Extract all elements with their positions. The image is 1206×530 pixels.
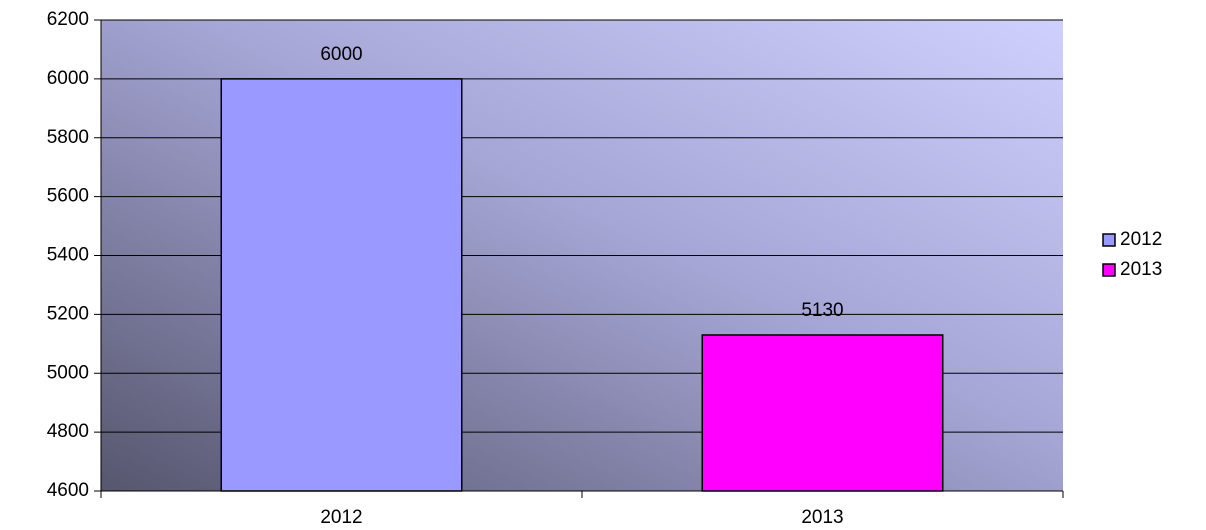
legend-label: 2013 xyxy=(1120,259,1162,280)
y-tick-label: 5800 xyxy=(47,127,89,148)
y-tick-label: 5600 xyxy=(47,186,89,207)
x-tick-label: 2012 xyxy=(320,507,362,528)
y-tick-label: 5200 xyxy=(47,303,89,324)
legend-label: 2012 xyxy=(1120,229,1162,250)
x-tick-label: 2013 xyxy=(801,507,843,528)
bar xyxy=(220,78,463,492)
y-tick-label: 4600 xyxy=(47,480,89,501)
y-tick-label: 4800 xyxy=(47,421,89,442)
y-tick-label: 6000 xyxy=(47,68,89,89)
legend-swatch xyxy=(1102,233,1116,247)
bar xyxy=(701,334,944,492)
value-label: 6000 xyxy=(320,44,362,65)
legend-swatch xyxy=(1102,263,1116,277)
value-label: 5130 xyxy=(801,300,843,321)
y-tick-label: 5400 xyxy=(47,245,89,266)
y-tick-label: 6200 xyxy=(47,9,89,30)
y-tick-label: 5000 xyxy=(47,362,89,383)
